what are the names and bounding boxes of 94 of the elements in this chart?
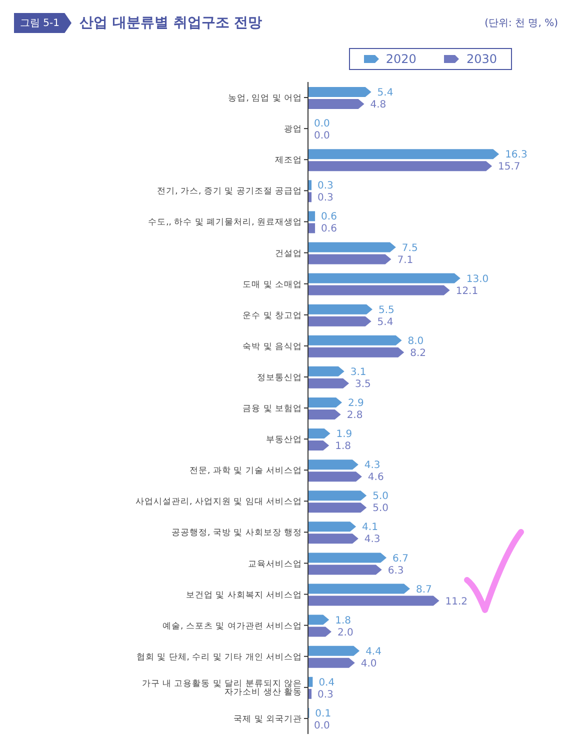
y-tick-label: 운수 및 창고업 xyxy=(242,310,302,321)
data-label: 0.6 xyxy=(321,212,337,223)
data-label: 0.0 xyxy=(314,130,330,142)
y-tick-label: 숙박 및 음식업 xyxy=(242,342,302,352)
bar xyxy=(308,285,450,296)
bar xyxy=(308,273,460,284)
data-label: 3.1 xyxy=(350,366,366,378)
y-tick-label: 금융 및 보험업 xyxy=(242,404,302,414)
data-label: 11.2 xyxy=(445,596,468,608)
data-label: 0.0 xyxy=(314,118,330,130)
data-label: 8.7 xyxy=(416,584,432,596)
data-label: 2.0 xyxy=(337,627,354,638)
data-label: 5.4 xyxy=(377,88,394,99)
data-label: 6.7 xyxy=(392,553,408,564)
data-label: 16.3 xyxy=(505,150,528,161)
bar xyxy=(308,564,382,575)
bar xyxy=(308,347,404,358)
data-label: 7.1 xyxy=(397,254,414,266)
data-label: 0.1 xyxy=(315,708,332,720)
bar xyxy=(308,149,500,160)
bar xyxy=(308,99,364,109)
bar xyxy=(308,552,387,563)
bar xyxy=(308,490,367,501)
bar xyxy=(308,223,316,234)
data-label: 5.4 xyxy=(377,316,394,328)
caption: 그림 5-1 xyxy=(14,13,72,33)
text: (단위: 천 명, %) xyxy=(484,17,559,30)
y-tick-label: 부동산업 xyxy=(266,435,302,446)
y-tick-label: 교육서비스업 xyxy=(248,559,302,570)
data-label: 1.8 xyxy=(335,615,352,626)
bar xyxy=(308,522,356,532)
y-tick-label: 협회 및 단체, 수리 및 기타 개인 서비스업 xyxy=(136,652,302,662)
bar xyxy=(308,658,355,668)
bar xyxy=(308,596,440,606)
text: 산업 대분류별 취업구조 전망 xyxy=(80,14,262,32)
bar xyxy=(308,242,396,252)
y-tick-label: 정보통신업 xyxy=(257,372,302,383)
y-tick-label: 건설업 xyxy=(275,248,302,259)
data-label: 8.2 xyxy=(410,348,426,359)
y-tick-label: 전기, 가스, 증기 및 공기조절 공급업 xyxy=(157,186,302,197)
data-label: 12.1 xyxy=(456,286,478,297)
data-label: 7.5 xyxy=(402,242,418,254)
bar xyxy=(308,646,360,656)
data-label: 8.0 xyxy=(408,336,424,347)
legend-label: 2030 xyxy=(465,52,497,66)
data-label: 4.4 xyxy=(366,646,382,658)
bar xyxy=(308,584,410,594)
data-label: 1.9 xyxy=(336,429,352,440)
data-label: 4.3 xyxy=(364,534,380,546)
data-label: 0.3 xyxy=(318,180,334,192)
bar xyxy=(308,316,372,326)
y-tick-label: 공공행정, 국방 및 사회보장 행정 xyxy=(171,528,302,538)
bar xyxy=(308,335,402,346)
bar xyxy=(308,502,367,513)
data-label: 5.0 xyxy=(372,491,389,502)
data-label: 0.3 xyxy=(318,192,334,204)
data-label: 4.8 xyxy=(370,100,386,111)
data-label: 4.1 xyxy=(362,522,378,534)
bar xyxy=(308,472,362,482)
bar xyxy=(308,211,316,222)
data-label: 2.9 xyxy=(348,398,364,410)
data-label: 3.5 xyxy=(355,378,371,390)
data-label: 0.6 xyxy=(321,224,337,235)
bar xyxy=(308,304,372,314)
bar xyxy=(308,161,492,172)
y-tick-label: 제조업 xyxy=(275,156,302,166)
data-label: 0.3 xyxy=(318,689,334,700)
bar xyxy=(308,460,358,470)
y-tick-label: 국제 및 외국기관 xyxy=(234,714,302,724)
y-tick-label: 보건업 및 사회복지 서비스업 xyxy=(186,590,302,600)
y-tick-label: 사업시설관리, 사업지원 및 임대 서비스업 xyxy=(135,497,302,508)
y-tick-label: 가구 내 고용활동 및 달리 분류되지 않은 자가소비 생산 활동 xyxy=(142,679,302,698)
y-tick-label: 수도,, 하수 및 폐기물처리, 원료재생업 xyxy=(148,218,302,228)
data-label: 4.6 xyxy=(368,472,384,484)
bar xyxy=(308,87,372,97)
y-tick-label: 예술, 스포츠 및 여가관련 서비스업 xyxy=(162,621,302,632)
data-label: 15.7 xyxy=(498,162,520,173)
y-tick-label: 전문, 과학 및 기술 서비스업 xyxy=(189,466,302,476)
data-label: 4.3 xyxy=(364,460,380,472)
y-tick-label: 광업 xyxy=(284,124,302,135)
data-label: 0.4 xyxy=(318,677,335,688)
bar xyxy=(308,254,392,264)
bar xyxy=(308,534,358,544)
y-tick-label: 도매 및 소매업 xyxy=(242,280,302,290)
data-label: 5.0 xyxy=(372,503,389,514)
data-label: 1.8 xyxy=(335,441,352,452)
y-tick-label: 농업, 임업 및 어업 xyxy=(228,94,302,104)
data-label: 13.0 xyxy=(466,274,489,285)
legend-label: 2020 xyxy=(384,52,416,66)
data-label: 5.5 xyxy=(378,304,394,316)
data-label: 0.0 xyxy=(314,720,330,732)
data-label: 2.8 xyxy=(346,410,363,422)
data-label: 4.0 xyxy=(360,658,377,670)
data-label: 6.3 xyxy=(388,565,404,576)
